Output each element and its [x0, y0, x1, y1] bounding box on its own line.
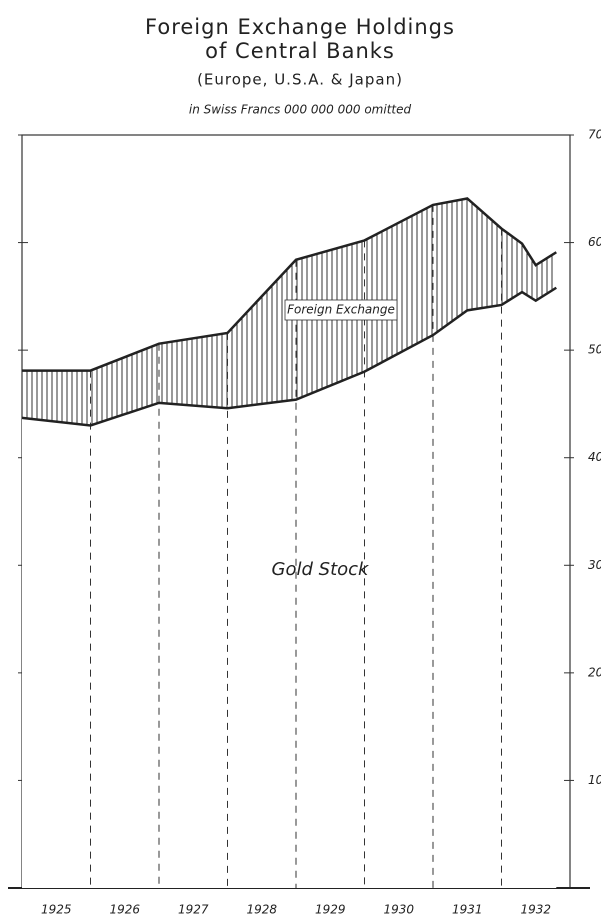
label-box [284, 299, 398, 321]
y-tick-label: 30 [588, 558, 601, 572]
gold-area [22, 287, 557, 888]
x-tick-label: 1925 [41, 903, 72, 917]
chart-title-line2: of Central Banks [205, 39, 395, 63]
series-label: Gold Stock [272, 559, 371, 580]
y-tick-label: 40 [588, 450, 601, 464]
x-tick-label: 1931 [452, 903, 483, 917]
series-line [22, 197, 557, 372]
x-tick-label: 1928 [246, 903, 277, 917]
x-tick-label: 1929 [315, 903, 346, 917]
series-label: Foreign Exchange [287, 303, 395, 317]
y-tick-label: 50 [588, 343, 601, 357]
x-tick-label: 1926 [109, 903, 140, 917]
unit-note: in Swiss Francs 000 000 000 omitted [189, 103, 412, 117]
x-tick-label: 1927 [178, 903, 209, 917]
y-tick-label: 20 [588, 665, 601, 679]
x-tick-label: 1930 [383, 903, 414, 917]
chart-subtitle: (Europe, U.S.A. & Japan) [197, 71, 403, 89]
chart-title: Foreign Exchange Holdings [145, 15, 455, 39]
series-line [21, 286, 557, 427]
x-tick-label: 1932 [520, 903, 551, 917]
y-tick-label: 10 [588, 773, 601, 787]
y-tick-label: 60 [588, 235, 601, 249]
y-tick-label: 70 [588, 128, 601, 142]
